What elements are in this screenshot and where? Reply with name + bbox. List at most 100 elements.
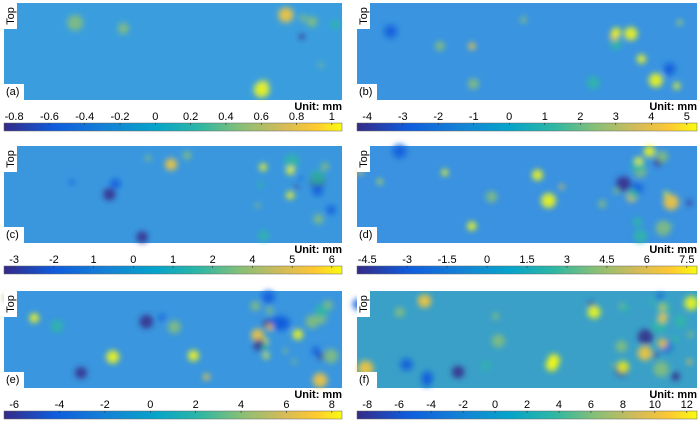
- colorbar-tick-label: 0: [152, 111, 158, 123]
- colorbar-tick-label: -3: [398, 111, 408, 123]
- heatmap-blob: [598, 199, 607, 209]
- heatmap-blob: [611, 362, 616, 368]
- heatmap-blob: [636, 54, 647, 64]
- unit-label: Unit: mm: [649, 244, 697, 256]
- heatmap-blob: [187, 350, 199, 362]
- colorbar-tick-label: 4: [249, 254, 255, 266]
- heatmap-blob: [117, 22, 129, 35]
- heatmap-blob: [106, 350, 120, 364]
- heatmap-blob: [313, 214, 324, 225]
- colorbar-tick-label: 0.2: [183, 111, 198, 123]
- heatmap-blob: [103, 188, 116, 201]
- label-box: [357, 372, 377, 388]
- heatmap-blob: [312, 185, 323, 197]
- label-box: [4, 372, 24, 388]
- panel: Top (e) Unit: mm -6 -4 -2 0 2 4 6 8: [2, 290, 343, 420]
- heatmap: [357, 3, 697, 100]
- heatmap-blob: [615, 340, 628, 353]
- heatmap-blob: [633, 229, 648, 243]
- panel: Top (d) Unit: mm -4.5 -3 -1.5 0 1.5 3 4.5 6 7.5: [356, 144, 698, 275]
- heatmap-blob: [520, 16, 527, 24]
- panel: Top (c) Unit: mm -3 -2 1 0 1 2 4 5 6: [3, 146, 343, 275]
- heatmap-blob: [611, 27, 622, 38]
- heatmap-blob: [616, 361, 629, 374]
- colorbar-tick-label: -4: [426, 399, 436, 411]
- heatmap-blob: [451, 365, 465, 379]
- colorbar-tick-label: 6: [588, 399, 594, 411]
- heatmap-blob: [653, 352, 659, 358]
- colorbar-tick-label: -2: [433, 111, 443, 123]
- heatmap-blob: [203, 373, 210, 381]
- heatmap-texture: [352, 292, 699, 387]
- heatmap-blob: [314, 304, 329, 318]
- heatmap-blob: [613, 188, 620, 195]
- heatmap-blob: [139, 314, 154, 329]
- heatmap-blob: [417, 294, 432, 308]
- colorbar-tick-label: -2: [100, 399, 110, 411]
- colorbar-tick-label: 0: [130, 254, 136, 266]
- unit-label: Unit: mm: [649, 389, 697, 401]
- heatmap-blob: [392, 144, 407, 159]
- heatmap-blob: [655, 220, 671, 236]
- heatmap-blob: [330, 19, 340, 29]
- heatmap-blob: [686, 199, 693, 206]
- heatmap-blob: [658, 313, 668, 323]
- heatmap-blob: [50, 319, 64, 333]
- heatmap-blob: [377, 179, 383, 185]
- heatmap-blob: [632, 217, 643, 227]
- unit-label: Unit: mm: [649, 101, 697, 113]
- heatmap-blob: [686, 359, 693, 365]
- heatmap-blob: [259, 163, 267, 172]
- heatmap-blob: [671, 335, 679, 343]
- top-label: Top: [5, 150, 17, 168]
- heatmap-blob: [110, 178, 121, 190]
- heatmap-blob: [158, 314, 166, 322]
- heatmap-blob: [660, 306, 665, 311]
- colorbar-tick-label: 1: [170, 254, 176, 266]
- colorbar-tick-label: -2: [458, 399, 468, 411]
- heatmap-blob: [136, 231, 148, 243]
- heatmap-blob: [491, 334, 505, 348]
- label-box: [4, 84, 24, 100]
- heatmap-texture: [69, 151, 336, 243]
- colorbar-tick-label: 0.6: [254, 111, 269, 123]
- heatmap-blob: [586, 76, 600, 90]
- heatmap-blob: [251, 328, 264, 342]
- colorbar-tick-label: -0.8: [5, 111, 24, 123]
- panel-label: (a): [6, 86, 19, 98]
- heatmap-blob: [67, 14, 84, 31]
- heatmap-blob: [481, 360, 491, 370]
- heatmap-blob: [421, 377, 432, 387]
- heatmap-blob: [434, 41, 445, 52]
- panel: Top (b) Unit: mm -4 -3 -2 -1 0 1 2 3 4 5: [356, 3, 698, 132]
- colorbar-tick-label: 5: [289, 254, 295, 266]
- colorbar-tick-label: 6: [644, 254, 650, 266]
- top-box: [4, 3, 17, 29]
- heatmap-blob: [305, 314, 319, 329]
- colorbar-tick-label: -2: [49, 254, 59, 266]
- heatmap-blob: [616, 176, 632, 192]
- colorbar-tick-label: 4: [648, 111, 654, 123]
- heatmap-blob: [541, 193, 556, 209]
- colorbar-tick-label: -0.6: [40, 111, 59, 123]
- heatmap-blob: [317, 353, 324, 360]
- colorbar-tick-label: 2: [193, 399, 199, 411]
- heatmap-blob: [620, 304, 629, 312]
- heatmap-blob: [663, 194, 679, 210]
- heatmap-blob: [145, 155, 152, 162]
- heatmap-blob: [29, 313, 40, 323]
- heatmap-blob: [262, 352, 270, 359]
- heatmap-blob: [294, 185, 299, 190]
- heatmap-blob: [531, 169, 543, 181]
- top-label: Top: [358, 295, 370, 313]
- heatmap-texture: [67, 7, 340, 98]
- heatmap-blob: [182, 151, 192, 160]
- heatmap-blob: [441, 169, 449, 177]
- panel-label: (c): [6, 229, 19, 241]
- heatmap-blob: [74, 366, 87, 379]
- colorbar-tick-label: 0: [506, 111, 512, 123]
- heatmap-blob: [384, 24, 398, 39]
- colorbar-tick-label: 1.5: [519, 254, 534, 266]
- colorbar-tick-label: 4: [556, 399, 562, 411]
- colorbar-tick-label: -6: [9, 399, 19, 411]
